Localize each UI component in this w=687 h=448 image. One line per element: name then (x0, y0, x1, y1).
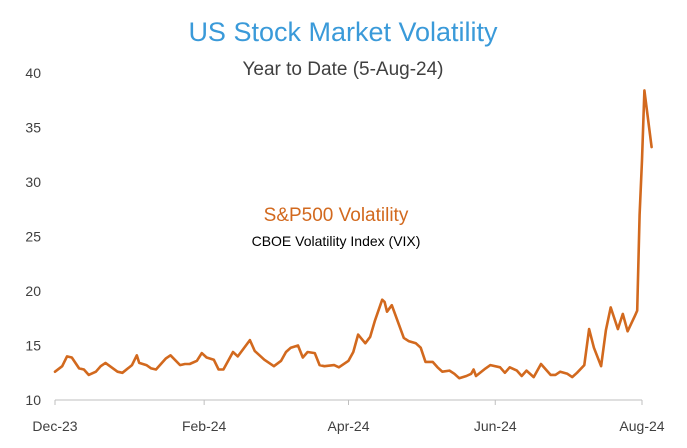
x-tick-label: Dec-23 (32, 418, 77, 434)
x-axis-tick-labels: Dec-23 Feb-24 Apr-24 Jun-24 Aug-24 (32, 400, 665, 434)
y-tick-label: 10 (25, 392, 41, 408)
chart-title: US Stock Market Volatility (188, 17, 498, 47)
y-axis-tick-labels: 10 15 20 25 30 35 40 (25, 65, 41, 408)
x-tick-label: Apr-24 (327, 418, 369, 434)
annotation-subtitle: CBOE Volatility Index (VIX) (252, 233, 421, 249)
y-tick-label: 15 (25, 338, 41, 354)
y-tick-label: 20 (25, 283, 41, 299)
annotation-title: S&P500 Volatility (264, 205, 409, 226)
y-tick-label: 25 (25, 229, 41, 245)
y-tick-label: 40 (25, 65, 41, 81)
x-tick-label: Feb-24 (182, 418, 227, 434)
y-tick-label: 35 (25, 120, 41, 136)
y-tick-label: 30 (25, 174, 41, 190)
chart-subtitle: Year to Date (5-Aug-24) (242, 59, 443, 80)
x-tick-label: Jun-24 (474, 418, 517, 434)
x-tick-label: Aug-24 (619, 418, 664, 434)
vix-series-line (53, 89, 653, 380)
